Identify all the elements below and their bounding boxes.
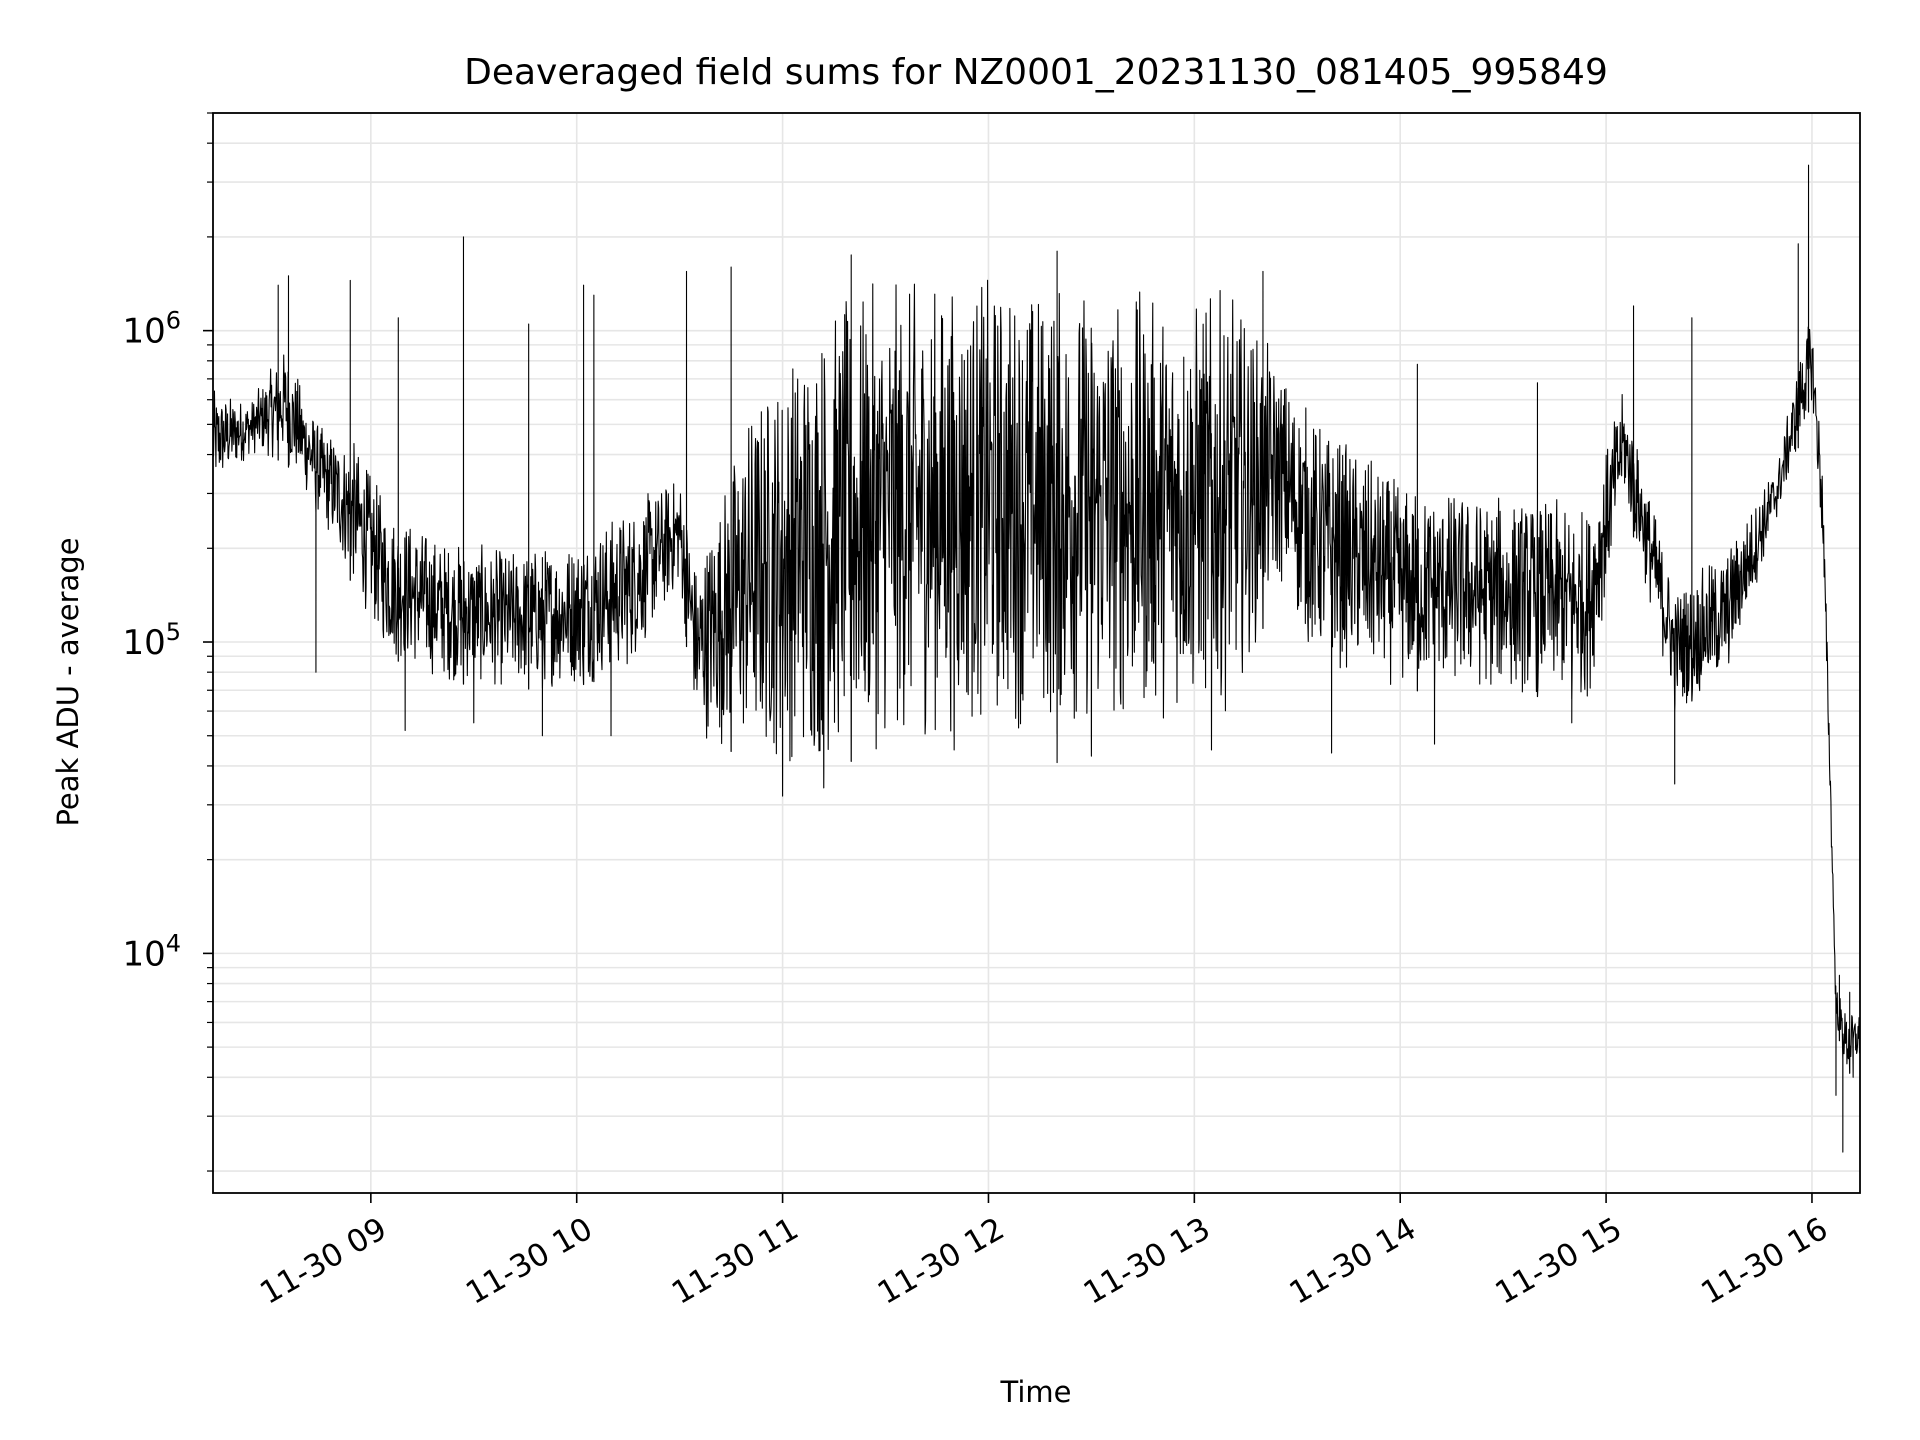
y-tick-exponent: 5 — [166, 618, 181, 646]
y-tick-exponent: 6 — [166, 307, 181, 335]
data-line-path — [212, 164, 1861, 1153]
data-series-line — [212, 164, 1861, 1153]
y-tick-label: 104 — [122, 929, 181, 974]
y-axis-label: Peak ADU - average — [51, 537, 85, 826]
axes-frame — [212, 112, 1861, 1194]
y-tick-exponent: 4 — [166, 929, 181, 957]
x-axis-label: Time — [1000, 1375, 1072, 1409]
y-tick-label: 106 — [122, 307, 181, 352]
chart-title: Deaveraged field sums for NZ0001_2023113… — [464, 52, 1608, 93]
